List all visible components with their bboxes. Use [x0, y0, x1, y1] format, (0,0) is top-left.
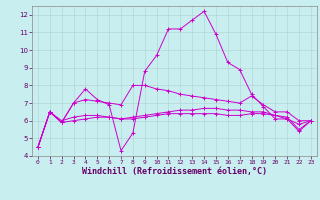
X-axis label: Windchill (Refroidissement éolien,°C): Windchill (Refroidissement éolien,°C) — [82, 167, 267, 176]
